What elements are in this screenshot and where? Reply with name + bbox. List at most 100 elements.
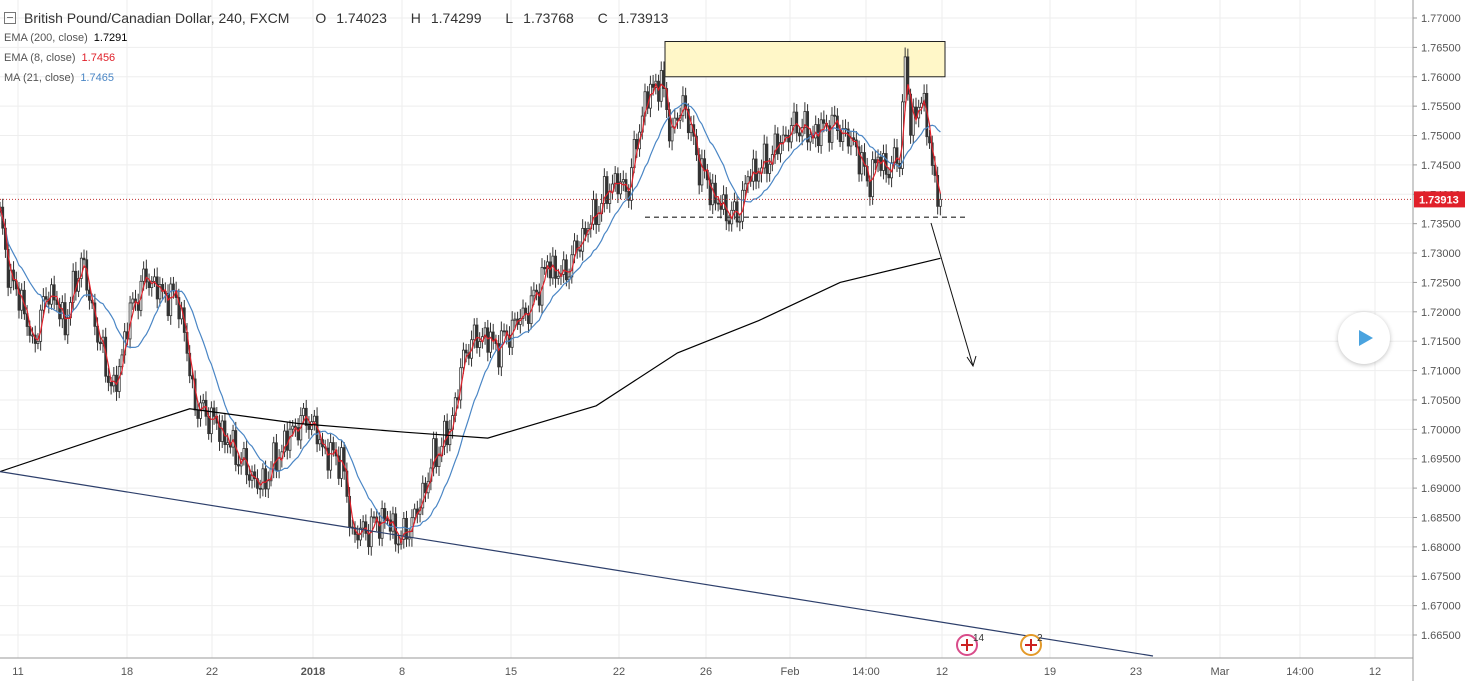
candle[interactable] [773,124,777,164]
candle[interactable] [621,170,625,192]
candle[interactable] [256,469,259,495]
candle[interactable] [491,323,495,350]
candle[interactable] [554,249,557,288]
candle[interactable] [887,167,891,185]
candle[interactable] [765,136,769,183]
candle[interactable] [814,115,818,148]
candle[interactable] [581,219,585,261]
candle[interactable] [153,268,156,288]
candle[interactable] [700,149,704,192]
collapse-icon[interactable] [4,12,16,24]
candle[interactable] [17,282,21,319]
candle[interactable] [22,281,26,320]
ma21-line[interactable] [0,102,941,530]
candle[interactable] [895,138,899,173]
candle[interactable] [74,261,78,301]
candle[interactable] [722,185,725,215]
candle[interactable] [928,129,931,149]
candle[interactable] [237,455,240,475]
candle[interactable] [169,277,173,325]
candle[interactable] [377,512,381,546]
candle[interactable] [131,292,135,310]
candle[interactable] [261,463,265,497]
candle[interactable] [158,276,162,307]
candle[interactable] [597,205,601,232]
candle[interactable] [361,515,365,538]
candle[interactable] [66,309,70,344]
candle[interactable] [285,421,289,460]
candle[interactable] [112,367,116,393]
candle[interactable] [445,413,449,454]
indicator-ma21[interactable]: MA (21, close) 1.7465 [4,72,114,84]
candle[interactable] [20,283,24,320]
candle[interactable] [673,109,677,134]
candle[interactable] [524,302,528,321]
candle[interactable] [250,465,254,489]
candle[interactable] [209,401,213,443]
candle[interactable] [787,129,791,152]
candle[interactable] [402,512,406,549]
candle[interactable] [497,335,501,375]
candle[interactable] [578,241,582,258]
candle[interactable] [708,172,712,211]
candle[interactable] [605,171,609,210]
candle[interactable] [52,275,56,310]
candle[interactable] [841,119,845,151]
candle[interactable] [161,278,165,300]
candle[interactable] [819,112,823,154]
candle[interactable] [903,47,907,112]
candle[interactable] [689,115,693,142]
ema200-line[interactable] [0,257,941,473]
indicator-ema8[interactable]: EMA (8, close) 1.7456 [4,52,116,64]
candle[interactable] [134,289,137,311]
candle[interactable] [47,291,51,314]
candle[interactable] [50,278,53,310]
candle[interactable] [646,86,650,115]
candle[interactable] [784,126,788,143]
candle[interactable] [798,127,801,143]
candle[interactable] [36,333,40,350]
candle[interactable] [277,449,281,479]
candle[interactable] [911,98,915,144]
forecast-arrow[interactable] [930,222,974,367]
candle[interactable] [437,446,441,477]
candle[interactable] [863,143,866,176]
play-button[interactable] [1338,312,1390,364]
candle[interactable] [719,195,723,219]
candle[interactable] [253,464,257,488]
candle[interactable] [762,134,766,174]
candle[interactable] [147,273,151,296]
candle[interactable] [686,103,690,140]
candle[interactable] [432,431,436,477]
candle[interactable] [242,441,246,466]
candle[interactable] [711,173,715,215]
candle[interactable] [733,192,736,220]
candle[interactable] [475,317,479,354]
candle[interactable] [768,157,772,182]
resistance-zone[interactable] [664,41,946,78]
candle[interactable] [478,332,482,357]
candle[interactable] [329,433,333,479]
candle[interactable] [521,299,525,327]
candle[interactable] [860,144,864,182]
candle[interactable] [480,327,484,349]
candle[interactable] [326,438,330,479]
candle[interactable] [312,409,316,431]
candle[interactable] [543,260,547,275]
candle[interactable] [776,127,780,160]
candle[interactable] [136,293,140,320]
ema8-line[interactable] [0,82,941,545]
candle[interactable] [396,534,400,554]
candle[interactable] [472,318,476,349]
event-flag-icon[interactable]: 14 [956,633,985,656]
candle[interactable] [421,475,425,516]
candle[interactable] [676,112,679,129]
candle[interactable] [79,252,83,288]
candle[interactable] [177,288,181,329]
candle[interactable] [575,234,579,259]
candle[interactable] [849,131,853,156]
candle[interactable] [936,166,940,215]
candle[interactable] [367,524,370,555]
candle[interactable] [424,477,427,503]
candle[interactable] [564,254,568,287]
